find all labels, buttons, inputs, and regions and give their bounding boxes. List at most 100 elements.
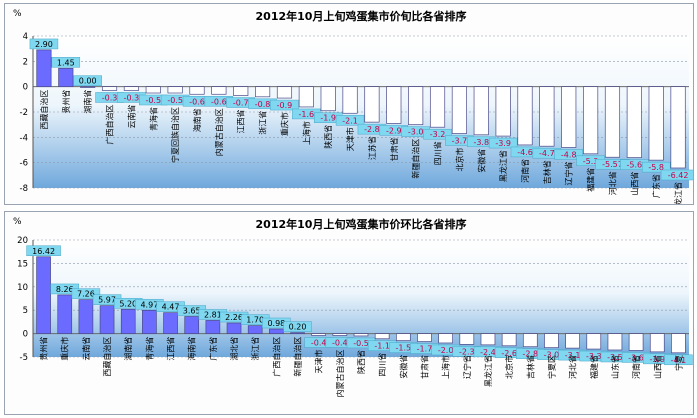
- bar: [517, 86, 533, 146]
- data-label: -2.0: [438, 346, 454, 355]
- y-tick-label: 0: [23, 330, 28, 340]
- category-label: 山西省: [652, 355, 662, 379]
- category-label: 浙江省: [250, 337, 260, 361]
- chart-panel-weekly: 2012年10月上旬鸡蛋集市价旬比各省排序% 4 2 0 -2 -4 -6 -8 2.90 西藏自…: [4, 3, 696, 214]
- bar: [247, 325, 263, 334]
- bar: [648, 86, 664, 161]
- data-label: -0.4: [332, 338, 348, 347]
- category-label: 西藏自治区: [102, 337, 112, 377]
- bar: [671, 333, 686, 354]
- data-label: -4.7: [539, 149, 555, 158]
- bar: [167, 86, 183, 94]
- category-label: 云南省: [126, 104, 136, 128]
- data-label: 0.00: [79, 77, 97, 86]
- bar: [290, 332, 305, 334]
- data-label-box: [283, 321, 312, 332]
- data-label: -0.7: [233, 99, 249, 108]
- bar: [80, 86, 96, 88]
- category-label: 浙江省: [258, 111, 268, 135]
- data-label: -6.42: [668, 171, 689, 180]
- category-label: 青海省: [148, 107, 158, 131]
- bar: [607, 333, 623, 351]
- category-label: 宁夏: [673, 355, 683, 371]
- data-label-box: [423, 128, 452, 140]
- data-label: 1.45: [57, 58, 75, 67]
- bar: [408, 86, 424, 126]
- category-label: 重庆市: [60, 337, 70, 361]
- category-label: 山东省: [610, 355, 620, 379]
- data-label: -3.9: [649, 355, 665, 364]
- bar: [480, 333, 496, 346]
- category-label: 湖南省: [123, 337, 133, 361]
- data-label: -5.57: [602, 160, 623, 169]
- bar: [495, 86, 511, 137]
- category-label: 上海市: [301, 121, 311, 145]
- bar: [184, 316, 200, 334]
- bar: [473, 86, 489, 136]
- chart-title: 2012年10月上旬鸡蛋集市价环比各省排序: [256, 217, 467, 231]
- category-label: 安徽省: [398, 355, 408, 379]
- y-tick-label: 5: [23, 306, 28, 316]
- data-label: -0.5: [167, 96, 183, 105]
- bar: [561, 86, 577, 148]
- category-label: 上海市: [441, 355, 451, 379]
- data-label: 5.20: [119, 299, 137, 308]
- bar: [36, 49, 52, 88]
- bar: [269, 328, 284, 334]
- category-label: 江西省: [236, 110, 246, 134]
- category-label: 广西自治区: [105, 104, 115, 144]
- data-label: 5.97: [98, 296, 116, 305]
- data-label-box: [335, 115, 365, 126]
- chart-panel-periodic: 2012年10月上旬鸡蛋集市价环比各省排序% 20 15 10 5 0 -5 16.42 贵州省…: [4, 211, 694, 415]
- data-label-box: [29, 38, 59, 50]
- bar: [583, 86, 599, 155]
- category-label: 黑龙江省: [673, 182, 683, 204]
- bar: [670, 86, 686, 169]
- bar: [226, 322, 242, 334]
- data-label: 2.26: [225, 313, 243, 322]
- bar: [522, 333, 538, 348]
- data-label: -3.6: [628, 353, 644, 362]
- y-tick-label: 20: [17, 236, 28, 246]
- bar: [205, 320, 221, 334]
- bar: [101, 86, 118, 91]
- bar: [429, 86, 446, 128]
- category-label: 海南省: [192, 108, 202, 132]
- data-label-box: [26, 245, 61, 257]
- category-label: 海南省: [187, 337, 197, 361]
- data-label-box: [664, 354, 693, 366]
- bar: [123, 86, 139, 91]
- data-label-box: [641, 161, 671, 173]
- data-label-box: [270, 99, 299, 111]
- category-label: 西藏自治区: [39, 90, 49, 130]
- category-label: 天津市: [345, 127, 355, 151]
- bar: [163, 312, 178, 334]
- data-label: -3.5: [607, 353, 623, 362]
- category-label: 贵州省: [39, 337, 49, 361]
- data-label: -2.8: [364, 125, 380, 134]
- bar: [276, 86, 293, 99]
- category-label: 宁夏区: [546, 355, 556, 379]
- category-label: 四川省: [433, 141, 443, 165]
- data-label: -0.6: [189, 97, 205, 106]
- y-tick-label: -5: [20, 353, 28, 363]
- category-label: 安徽省: [476, 149, 486, 173]
- category-label: 甘肃省: [389, 137, 399, 161]
- data-label-box: [73, 75, 102, 86]
- chart-svg-weekly: 2012年10月上旬鸡蛋集市价旬比各省排序% 4 2 0 -2 -4 -6 -8 2.90 西藏自…: [13, 9, 696, 214]
- bar: [57, 294, 73, 334]
- bar: [386, 86, 402, 124]
- data-label: -3.0: [544, 351, 560, 360]
- data-label: -3.9: [495, 139, 511, 148]
- category-label: 天津市: [314, 349, 324, 373]
- bar: [501, 333, 517, 347]
- bar: [142, 309, 157, 334]
- y-tick-label: 15: [17, 259, 28, 269]
- data-label: -2.1: [342, 116, 358, 125]
- y-tick-label: 2: [23, 57, 28, 67]
- bar: [255, 86, 271, 98]
- category-label: 陕西省: [356, 350, 366, 374]
- data-label: -3.7: [452, 137, 468, 146]
- data-label: -0.3: [102, 93, 118, 102]
- bar: [342, 86, 358, 114]
